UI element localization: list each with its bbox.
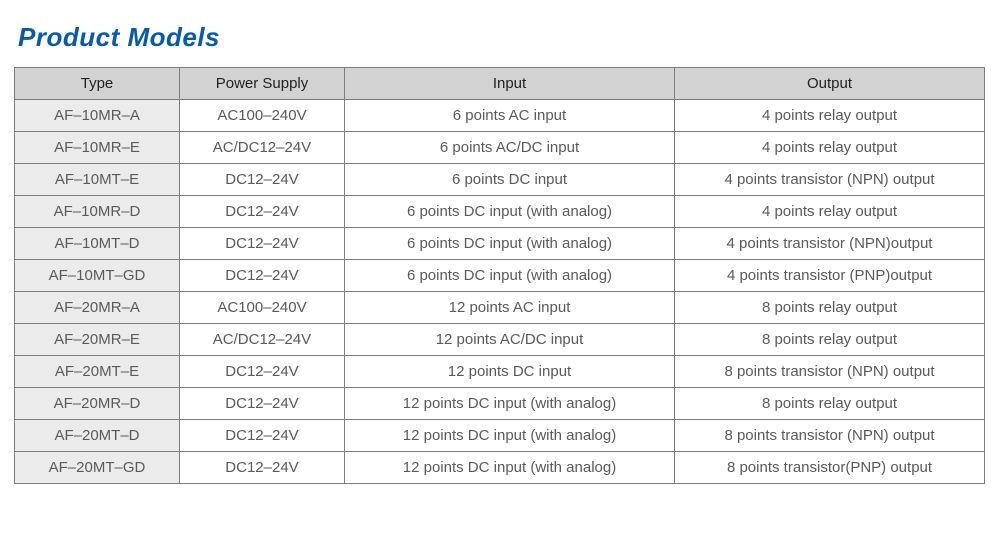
table-cell: 12 points DC input [345,356,675,388]
table-cell: AC/DC12–24V [180,324,345,356]
table-row: AF–20MT–GDDC12–24V12 points DC input (wi… [15,452,985,484]
table-cell: AC/DC12–24V [180,132,345,164]
table-cell: 4 points relay output [675,100,985,132]
table-cell: DC12–24V [180,420,345,452]
table-header-row: Type Power Supply Input Output [15,68,985,100]
col-header-output: Output [675,68,985,100]
table-cell: AC100–240V [180,100,345,132]
table-cell: 4 points relay output [675,196,985,228]
table-row: AF–20MR–DDC12–24V12 points DC input (wit… [15,388,985,420]
table-cell: 4 points transistor (NPN) output [675,164,985,196]
table-cell: 6 points AC/DC input [345,132,675,164]
table-cell: AF–20MR–A [15,292,180,324]
table-cell: DC12–24V [180,228,345,260]
table-row: AF–20MR–EAC/DC12–24V12 points AC/DC inpu… [15,324,985,356]
table-cell: AF–10MR–A [15,100,180,132]
table-cell: AF–10MR–D [15,196,180,228]
table-cell: 12 points DC input (with analog) [345,452,675,484]
product-models-table: Type Power Supply Input Output AF–10MR–A… [14,67,985,484]
table-cell: 4 points relay output [675,132,985,164]
table-row: AF–10MT–EDC12–24V6 points DC input4 poin… [15,164,985,196]
table-cell: 8 points transistor (NPN) output [675,356,985,388]
table-row: AF–20MR–AAC100–240V12 points AC input8 p… [15,292,985,324]
col-header-type: Type [15,68,180,100]
table-cell: AF–20MT–E [15,356,180,388]
table-body: AF–10MR–AAC100–240V6 points AC input4 po… [15,100,985,484]
table-cell: 12 points DC input (with analog) [345,420,675,452]
table-cell: AF–10MT–E [15,164,180,196]
table-cell: AF–20MR–E [15,324,180,356]
table-cell: AF–20MR–D [15,388,180,420]
table-cell: 8 points relay output [675,324,985,356]
table-cell: 6 points DC input (with analog) [345,260,675,292]
table-cell: 8 points relay output [675,388,985,420]
table-cell: DC12–24V [180,388,345,420]
table-row: AF–10MT–DDC12–24V6 points DC input (with… [15,228,985,260]
table-cell: 6 points DC input (with analog) [345,228,675,260]
table-cell: DC12–24V [180,356,345,388]
table-cell: AF–10MT–D [15,228,180,260]
table-row: AF–10MR–DDC12–24V6 points DC input (with… [15,196,985,228]
table-cell: DC12–24V [180,164,345,196]
page-title: Product Models [18,22,986,53]
table-row: AF–20MT–DDC12–24V12 points DC input (wit… [15,420,985,452]
table-cell: 12 points AC/DC input [345,324,675,356]
table-cell: 12 points DC input (with analog) [345,388,675,420]
table-cell: 6 points AC input [345,100,675,132]
table-cell: AC100–240V [180,292,345,324]
table-row: AF–10MR–EAC/DC12–24V6 points AC/DC input… [15,132,985,164]
table-row: AF–10MR–AAC100–240V6 points AC input4 po… [15,100,985,132]
table-cell: AF–20MT–GD [15,452,180,484]
table-cell: 12 points AC input [345,292,675,324]
table-cell: AF–10MR–E [15,132,180,164]
table-cell: DC12–24V [180,196,345,228]
table-cell: AF–10MT–GD [15,260,180,292]
table-row: AF–20MT–EDC12–24V12 points DC input8 poi… [15,356,985,388]
col-header-power: Power Supply [180,68,345,100]
table-row: AF–10MT–GDDC12–24V6 points DC input (wit… [15,260,985,292]
table-cell: 6 points DC input (with analog) [345,196,675,228]
table-cell: 8 points relay output [675,292,985,324]
table-cell: DC12–24V [180,452,345,484]
col-header-input: Input [345,68,675,100]
table-cell: 8 points transistor (NPN) output [675,420,985,452]
table-cell: AF–20MT–D [15,420,180,452]
table-cell: 8 points transistor(PNP) output [675,452,985,484]
table-cell: 4 points transistor (PNP)output [675,260,985,292]
table-cell: DC12–24V [180,260,345,292]
table-cell: 4 points transistor (NPN)output [675,228,985,260]
table-cell: 6 points DC input [345,164,675,196]
